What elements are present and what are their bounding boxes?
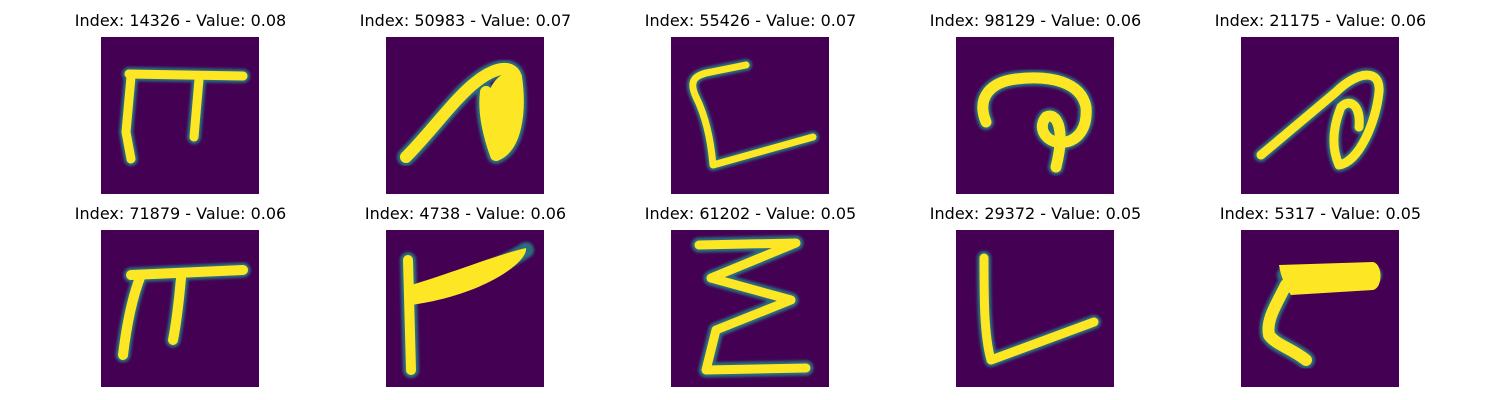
- digit-panel-1: Index: 14326 - Value: 0.08: [38, 10, 323, 195]
- panel-title: Index: 98129 - Value: 0.06: [929, 11, 1142, 30]
- digit-panel-4: Index: 98129 - Value: 0.06: [893, 10, 1178, 195]
- digit-panel-6: Index: 71879 - Value: 0.06: [38, 203, 323, 388]
- panel-title: Index: 61202 - Value: 0.05: [644, 204, 857, 223]
- digit-image: [386, 230, 544, 387]
- panel-title: Index: 14326 - Value: 0.08: [74, 11, 287, 30]
- digit-panel-3: Index: 55426 - Value: 0.07: [608, 10, 893, 195]
- digit-image: [1241, 230, 1399, 387]
- digit-panel-2: Index: 50983 - Value: 0.07: [323, 10, 608, 195]
- digit-image: [386, 37, 544, 194]
- digit-image: [101, 37, 259, 194]
- digit-image: [956, 37, 1114, 194]
- panel-title: Index: 21175 - Value: 0.06: [1214, 11, 1427, 30]
- panel-title: Index: 71879 - Value: 0.06: [74, 204, 287, 223]
- panel-title: Index: 55426 - Value: 0.07: [644, 11, 857, 30]
- panel-title: Index: 50983 - Value: 0.07: [359, 11, 572, 30]
- digit-panel-9: Index: 29372 - Value: 0.05: [893, 203, 1178, 388]
- panel-title: Index: 4738 - Value: 0.06: [364, 204, 567, 223]
- digit-panel-7: Index: 4738 - Value: 0.06: [323, 203, 608, 388]
- panel-title: Index: 5317 - Value: 0.05: [1219, 204, 1422, 223]
- digit-panel-8: Index: 61202 - Value: 0.05: [608, 203, 893, 388]
- digit-image: [671, 230, 829, 387]
- digit-image: [671, 37, 829, 194]
- digit-image: [101, 230, 259, 387]
- digit-image: [1241, 37, 1399, 194]
- panel-title: Index: 29372 - Value: 0.05: [929, 204, 1142, 223]
- digit-image: [956, 230, 1114, 387]
- digit-panel-10: Index: 5317 - Value: 0.05: [1178, 203, 1463, 388]
- digit-panel-5: Index: 21175 - Value: 0.06: [1178, 10, 1463, 195]
